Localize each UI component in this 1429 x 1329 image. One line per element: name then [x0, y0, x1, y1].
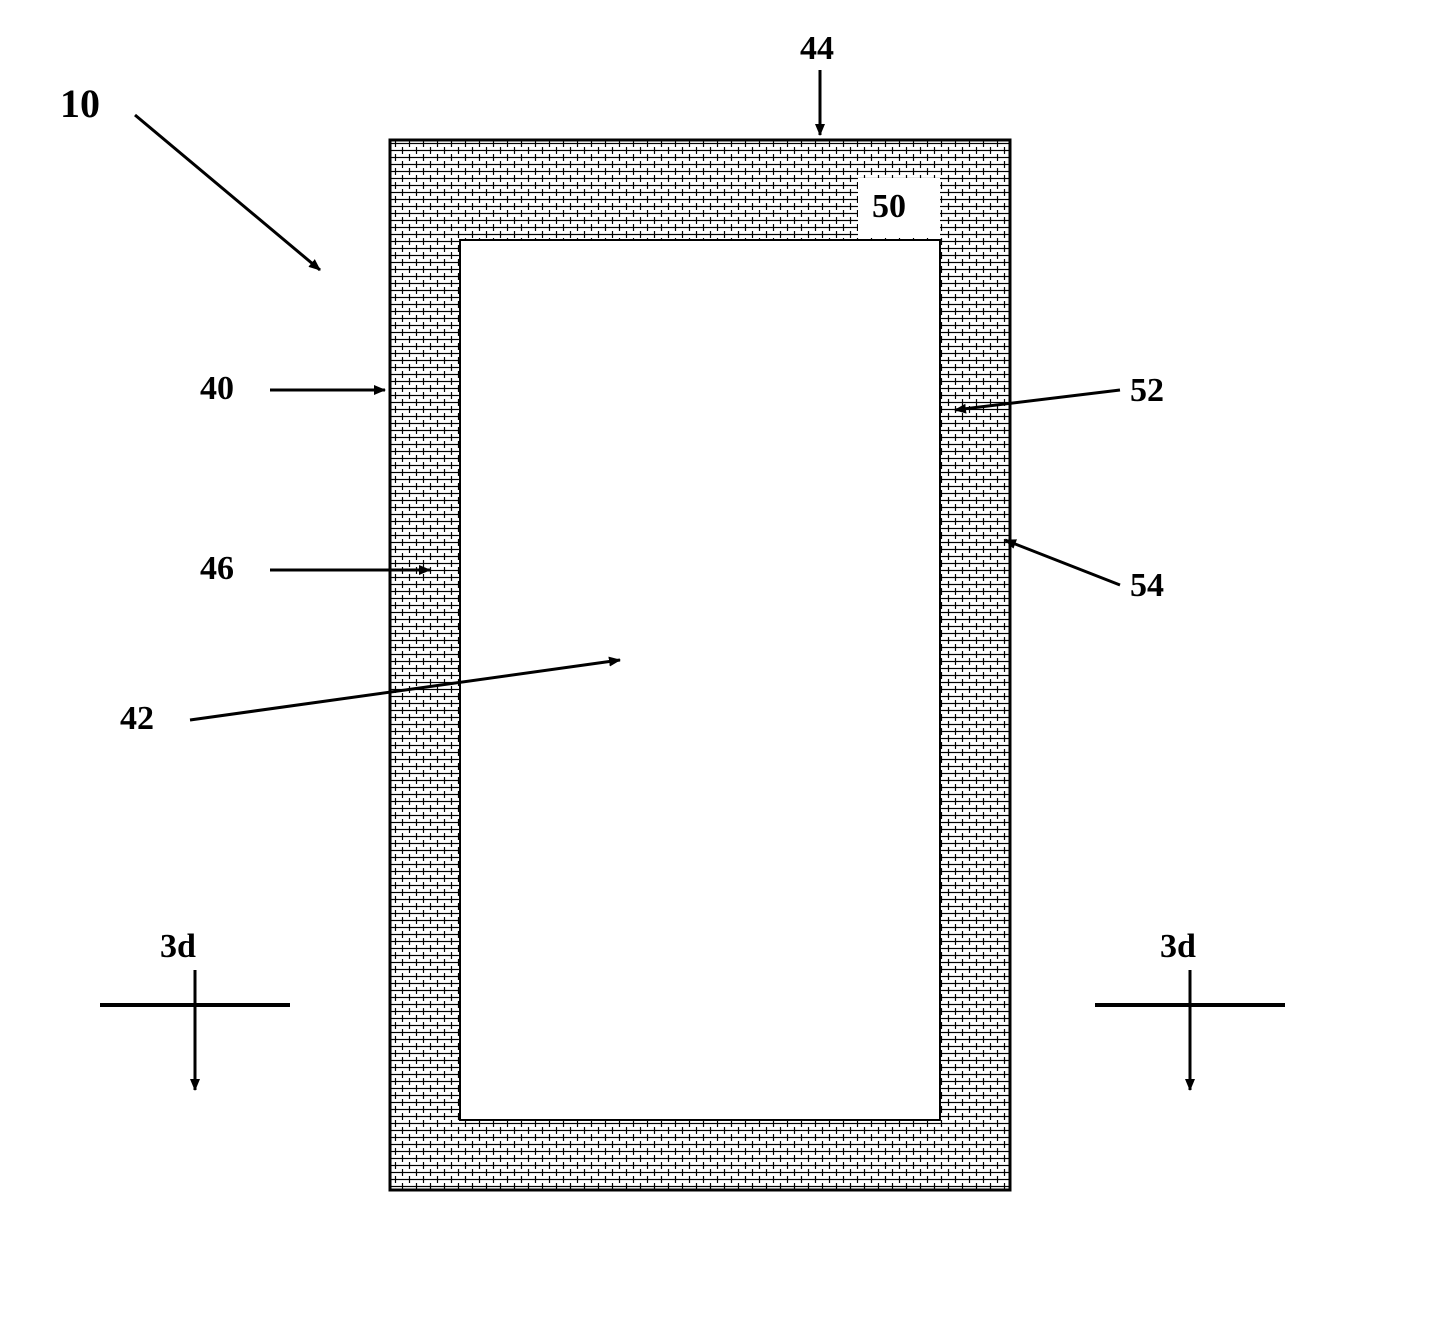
arrow-10: [135, 115, 320, 270]
frame-hatched-border: [390, 140, 1010, 1190]
label-42: 42: [120, 700, 154, 738]
label-52: 52: [1130, 372, 1164, 410]
inner-rect: [460, 240, 940, 1120]
arrow-54: [1005, 540, 1120, 585]
diagram-svg: [0, 0, 1429, 1329]
label-44: 44: [800, 30, 834, 68]
label-10: 10: [60, 80, 100, 127]
label-section-right: 3d: [1160, 928, 1196, 966]
label-40: 40: [200, 370, 234, 408]
diagram-canvas: { "figure": { "type": "diagram", "canvas…: [0, 0, 1429, 1329]
label-54: 54: [1130, 567, 1164, 605]
label-section-left: 3d: [160, 928, 196, 966]
label-50: 50: [872, 188, 906, 226]
outer-rect: [390, 140, 1010, 1190]
label-46: 46: [200, 550, 234, 588]
